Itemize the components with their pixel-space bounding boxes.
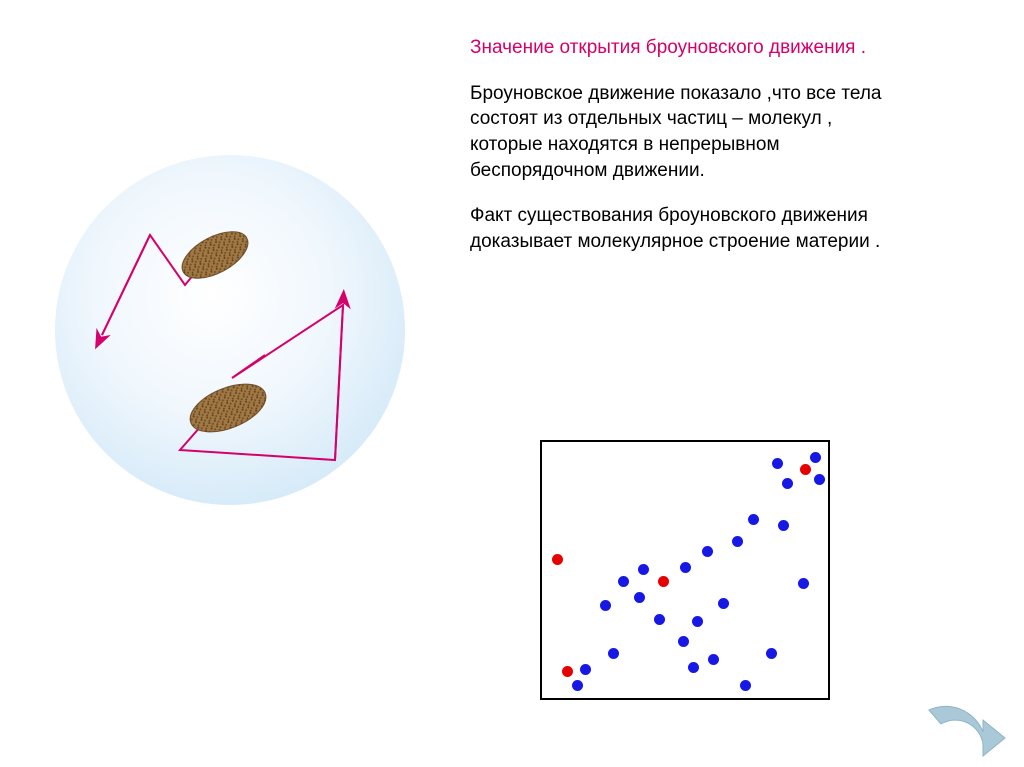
brownian-droplet-diagram [40,140,420,520]
particle-dot-blue [718,598,729,609]
particle-dot-blue [654,614,665,625]
droplet-svg [40,140,420,520]
particle-dot-blue [798,578,809,589]
particle-dot-blue [732,536,743,547]
particle-dot-blue [618,576,629,587]
particle-dot-blue [814,474,825,485]
heading: Значение открытия броуновского движения … [470,35,910,61]
particle-dot-blue [740,680,751,691]
particle-dot-blue [580,664,591,675]
particle-dot-red [562,666,573,677]
particle-dot-blue [678,636,689,647]
next-arrow-button[interactable] [921,702,1006,757]
particle-dot-blue [702,546,713,557]
particle-dot-blue [608,648,619,659]
particle-scatter-box [540,440,830,700]
particle-dot-blue [680,562,691,573]
particle-dot-blue [748,514,759,525]
particle-dot-blue [782,478,793,489]
particle-dot-red [552,554,563,565]
particle-dot-blue [778,520,789,531]
curved-arrow-icon [921,702,1006,757]
particle-dot-blue [634,592,645,603]
paragraph-2: Факт существования броуновского движения… [470,203,910,254]
particle-dot-blue [600,600,611,611]
particle-dot-blue [572,680,583,691]
particle-dot-blue [810,452,821,463]
particle-dot-blue [692,616,703,627]
particle-dot-blue [772,458,783,469]
paragraph-1: Броуновское движение показало ,что все т… [470,81,910,184]
text-content: Значение открытия броуновского движения … [470,35,910,274]
particle-dot-blue [708,654,719,665]
particle-dot-blue [688,662,699,673]
particle-dot-blue [766,648,777,659]
particle-dot-red [800,464,811,475]
particle-dot-red [658,576,669,587]
particle-dot-blue [638,564,649,575]
